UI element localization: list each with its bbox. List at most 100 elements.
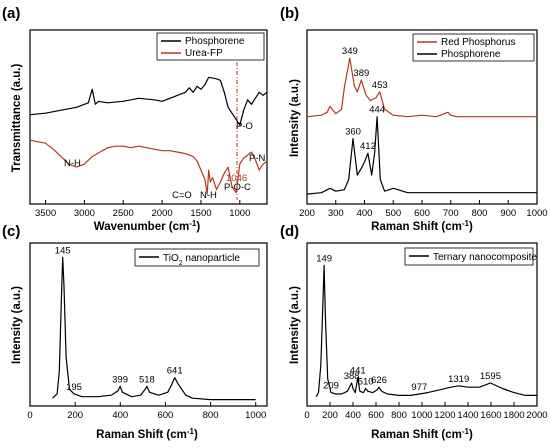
panel-c-label: (c) xyxy=(2,223,20,240)
panel-c-legend-box xyxy=(134,248,260,267)
x-tick-label: 2500 xyxy=(113,208,134,219)
panel-b-lines xyxy=(306,57,537,195)
x-tick-label: 3500 xyxy=(35,208,56,219)
series-line-a-0 xyxy=(29,76,268,126)
panel-b-y-axis-label: Intensity (a.u.) xyxy=(289,79,301,157)
series-line-b-1 xyxy=(306,116,537,195)
x-tick-label: 0 xyxy=(304,410,309,421)
panel-c-x-ticks: 0 200 400 600 800 1000 xyxy=(27,402,266,421)
panel-d-x-ticks: 0 200 400 600 800 1000 1200 1400 1600 1800 2000 xyxy=(304,402,548,421)
annotation-n-h-2: N-H xyxy=(200,190,217,201)
x-tick-label: 900 xyxy=(500,208,516,219)
peak-label: 453 xyxy=(372,80,388,91)
x-tick-label: 1000 xyxy=(411,410,432,421)
x-tick-label: 600 xyxy=(414,208,430,219)
x-tick-label: 600 xyxy=(157,410,173,421)
x-tick-label: 800 xyxy=(203,410,219,421)
x-tick-label: 800 xyxy=(391,410,407,421)
peak-label: 1595 xyxy=(480,371,501,382)
x-tick-label: 500 xyxy=(385,208,401,219)
x-tick-label: 1400 xyxy=(457,410,478,421)
panel-b-legend-box xyxy=(412,33,535,62)
peak-label: 626 xyxy=(371,375,387,386)
peak-label: 1319 xyxy=(448,374,469,385)
x-tick-label: 1800 xyxy=(503,410,524,421)
peak-label: 510 xyxy=(358,377,374,388)
annotation-p-o: P-O xyxy=(236,121,253,132)
panel-a-legend-box xyxy=(156,32,265,61)
peak-label: 641 xyxy=(167,366,183,377)
panel-d-legend: Ternary nanocomposite xyxy=(404,247,537,266)
panel-c-peak-labels: 145 195 399 518 641 xyxy=(55,245,183,392)
peak-label: 518 xyxy=(139,374,155,385)
x-tick-label: 3000 xyxy=(74,208,95,219)
x-tick-label: 400 xyxy=(345,410,361,421)
series-line-a-1 xyxy=(29,139,268,195)
series-line-d-0 xyxy=(315,264,537,397)
peak-label: 145 xyxy=(55,245,71,256)
peak-label: 444 xyxy=(369,105,385,116)
peak-label: 388 xyxy=(344,371,360,382)
x-tick-label: 200 xyxy=(299,208,315,219)
legend-label-phosphorene-b: Phosphorene xyxy=(441,49,501,60)
legend-label-ternary: Ternary nanocomposite xyxy=(433,252,537,263)
peak-label: 977 xyxy=(411,382,427,393)
x-tick-label: 1600 xyxy=(480,410,501,421)
panel-a: (a) 3500 3000 2500 2000 1500 1000 Wavenumber … xyxy=(2,5,268,234)
x-tick-label: 1500 xyxy=(190,208,211,219)
panel-c-lines xyxy=(52,256,256,401)
panel-b-legend: Red Phosphorus Phosphorene xyxy=(412,33,535,62)
x-tick-label: 1200 xyxy=(434,410,455,421)
peak-label: 389 xyxy=(353,68,369,79)
panel-d-label: (d) xyxy=(280,223,299,240)
x-tick-label: 800 xyxy=(472,208,488,219)
panel-d-y-axis-label: Intensity (a.u.) xyxy=(289,286,301,364)
legend-label-phosphorene: Phosphorene xyxy=(185,36,245,47)
peak-label: 441 xyxy=(350,366,366,377)
panel-c-y-axis-label: Intensity (a.u.) xyxy=(11,286,23,364)
annotation-1046: 1046 xyxy=(226,173,247,184)
x-tick-label: 400 xyxy=(112,410,128,421)
peak-label: 209 xyxy=(323,381,339,392)
panel-c: (c) 0 200 400 600 800 1000 Raman Shift (cm-1)… xyxy=(2,223,268,442)
x-tick-label: 2000 xyxy=(526,410,547,421)
panel-a-lines xyxy=(29,76,268,195)
panel-b-label: (b) xyxy=(280,5,299,22)
x-tick-label: 300 xyxy=(328,208,344,219)
panel-d: (d) 0 200 400 600 800 1000 1200 1400 1600 1800 200… xyxy=(280,223,548,441)
panel-a-frame xyxy=(29,29,268,205)
legend-label-red-phosphorus: Red Phosphorus xyxy=(441,37,516,48)
annotation-n-h-1: N-H xyxy=(64,158,81,169)
x-tick-label: 400 xyxy=(357,208,373,219)
panel-c-x-axis-label: Raman Shift (cm-1) xyxy=(96,427,198,442)
panel-d-lines xyxy=(315,264,537,397)
legend-label-urea-fp: Urea-FP xyxy=(185,48,223,59)
x-tick-label: 0 xyxy=(27,410,32,421)
peak-label: 360 xyxy=(345,127,361,138)
panel-a-x-axis-label: Wavenumber (cm-1) xyxy=(94,219,201,234)
legend-label-tio2: TiO2 nanoparticle xyxy=(163,253,240,267)
annotation-p-n: P-N xyxy=(249,153,266,164)
peak-label: 412 xyxy=(360,141,376,152)
annotation-p-o-c: P-O-C xyxy=(224,182,251,193)
annotation-c-o: C=O xyxy=(172,190,192,201)
panel-d-x-axis-label: Raman Shift (cm-1) xyxy=(371,427,473,442)
peak-label: 349 xyxy=(342,46,358,57)
x-tick-label: 200 xyxy=(67,410,83,421)
peak-label: 195 xyxy=(66,382,82,393)
panel-c-frame xyxy=(29,242,268,407)
panel-b-x-ticks: 200 300 400 500 600 700 800 900 1000 xyxy=(299,200,548,219)
panel-b: (b) 200 300 400 500 600 700 800 900 1000 Raman S… xyxy=(280,5,548,233)
x-tick-label: 1000 xyxy=(526,208,547,219)
panel-d-legend-box xyxy=(404,247,534,266)
panel-a-legend: Phosphorene Urea-FP xyxy=(156,32,265,61)
peak-label: 149 xyxy=(316,253,332,264)
x-tick-label: 1000 xyxy=(245,410,266,421)
panel-a-label: (a) xyxy=(2,5,20,22)
series-line-c-0 xyxy=(52,256,256,401)
series-line-b-0 xyxy=(306,57,537,118)
x-tick-label: 200 xyxy=(322,410,338,421)
